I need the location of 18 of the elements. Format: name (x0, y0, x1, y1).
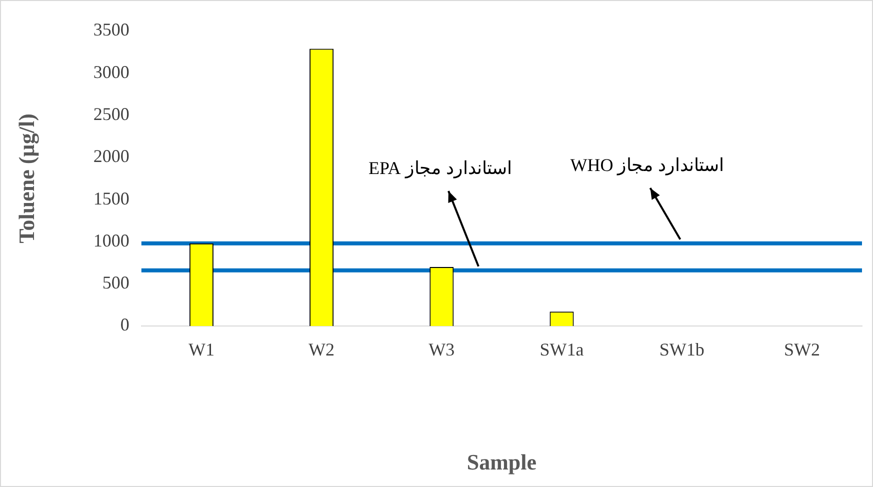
y-tick-label: 1000 (93, 230, 130, 250)
y-tick-label: 2500 (93, 104, 130, 124)
y-tick-label: 3000 (93, 62, 130, 82)
x-tick-label: SW2 (784, 340, 820, 360)
x-tick-label: W3 (428, 340, 455, 360)
x-axis-title: Sample (466, 449, 537, 474)
ref-line-label: استاندارد مجاز WHO (570, 154, 724, 176)
y-tick-label: 1500 (93, 188, 130, 208)
x-tick-label: SW1b (659, 340, 704, 360)
ref-line-label: استاندارد مجاز EPA (368, 157, 512, 179)
y-tick-label: 2000 (93, 146, 130, 166)
x-tick-label: SW1a (540, 340, 584, 360)
y-axis-title: Toluene (µg/l) (14, 114, 39, 244)
y-tick-label: 3500 (93, 20, 130, 40)
x-tick-label: W1 (188, 340, 214, 360)
x-tick-label: W2 (308, 340, 335, 360)
y-tick-label: 0 (120, 314, 130, 335)
y-tick-label: 500 (102, 272, 130, 293)
